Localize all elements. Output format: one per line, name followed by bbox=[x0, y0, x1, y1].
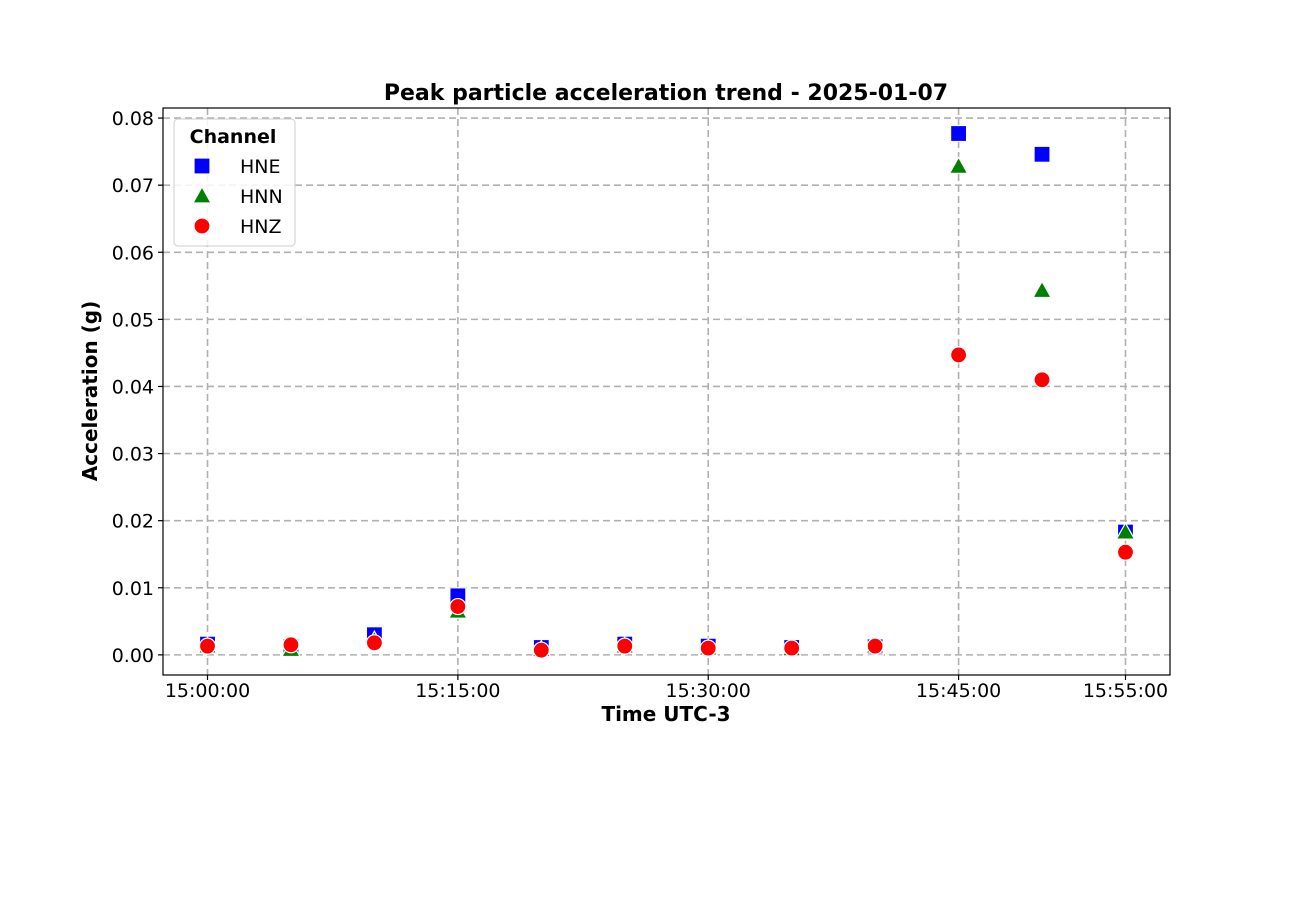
data-point-hnn bbox=[1115, 521, 1136, 540]
data-point-hnz bbox=[949, 346, 968, 364]
data-point-hnn bbox=[1032, 280, 1053, 299]
y-tick-label: 0.01 bbox=[112, 578, 154, 600]
y-tick-label: 0.07 bbox=[112, 175, 154, 197]
legend-item-hnz: HNZ bbox=[193, 216, 282, 238]
legend-item-hnn: HNN bbox=[191, 185, 283, 208]
plot-frame bbox=[162, 107, 1171, 676]
data-point-hnz bbox=[532, 641, 550, 659]
y-tick-label: 0.05 bbox=[112, 309, 154, 331]
y-tick-label: 0.04 bbox=[112, 376, 154, 398]
legend-item-hne: HNE bbox=[193, 156, 281, 178]
y-tick-label: 0.00 bbox=[112, 645, 154, 667]
data-point-hnz bbox=[365, 634, 384, 652]
series-hne bbox=[198, 124, 1135, 657]
x-tick-label: 15:15:00 bbox=[415, 680, 500, 702]
chart-title: Peak particle acceleration trend - 2025-… bbox=[384, 81, 948, 106]
series-hnn bbox=[197, 156, 1136, 658]
y-tick-label: 0.02 bbox=[112, 511, 154, 533]
y-tick-label: 0.06 bbox=[112, 242, 154, 264]
x-tick-label: 15:55:00 bbox=[1083, 680, 1168, 702]
x-axis-label: Time UTC-3 bbox=[601, 702, 730, 726]
data-point-hnz bbox=[783, 639, 801, 657]
x-tick-label: 15:00:00 bbox=[165, 680, 250, 702]
legend-items: HNE HNN HNZ bbox=[191, 156, 283, 238]
data-point-hnn bbox=[948, 156, 969, 174]
y-tick-label: 0.03 bbox=[112, 444, 154, 466]
data-point-hnz bbox=[1116, 543, 1135, 561]
data-point-hne bbox=[949, 124, 968, 143]
data-point-hnz bbox=[866, 637, 884, 655]
legend-title: Channel bbox=[190, 126, 277, 148]
legend-box bbox=[173, 118, 296, 247]
series-hnz bbox=[198, 346, 1135, 659]
legend-marker-hne bbox=[193, 157, 211, 175]
legend-marker-hnz bbox=[193, 217, 211, 235]
data-points bbox=[197, 124, 1136, 659]
legend-label: HNZ bbox=[240, 216, 282, 238]
legend: Channel HNE HNN HNZ bbox=[173, 118, 296, 247]
legend-label: HNE bbox=[240, 156, 281, 178]
data-point-hnz bbox=[1033, 371, 1051, 389]
data-point-hnz bbox=[449, 597, 467, 616]
data-point-hnz bbox=[282, 636, 300, 654]
data-point-hnz bbox=[616, 637, 634, 655]
y-tick-label: 0.08 bbox=[112, 108, 154, 130]
x-tick-label: 15:30:00 bbox=[666, 680, 751, 702]
legend-marker-hnn bbox=[191, 185, 213, 204]
y-axis: 0.00 0.01 0.02 0.03 0.04 0.05 0.06 0.07 0.08 bbox=[112, 108, 163, 667]
y-axis-label: Acceleration (g) bbox=[78, 301, 102, 482]
data-point-hnz bbox=[198, 637, 217, 655]
legend-label: HNN bbox=[240, 186, 283, 208]
data-point-hne bbox=[1033, 145, 1051, 163]
x-axis: 15:00:00 15:15:00 15:30:00 15:45:00 15:55:00 bbox=[165, 675, 1168, 702]
x-tick-label: 15:45:00 bbox=[916, 680, 1001, 702]
grid-lines bbox=[163, 108, 1170, 675]
data-point-hnz bbox=[699, 639, 717, 657]
